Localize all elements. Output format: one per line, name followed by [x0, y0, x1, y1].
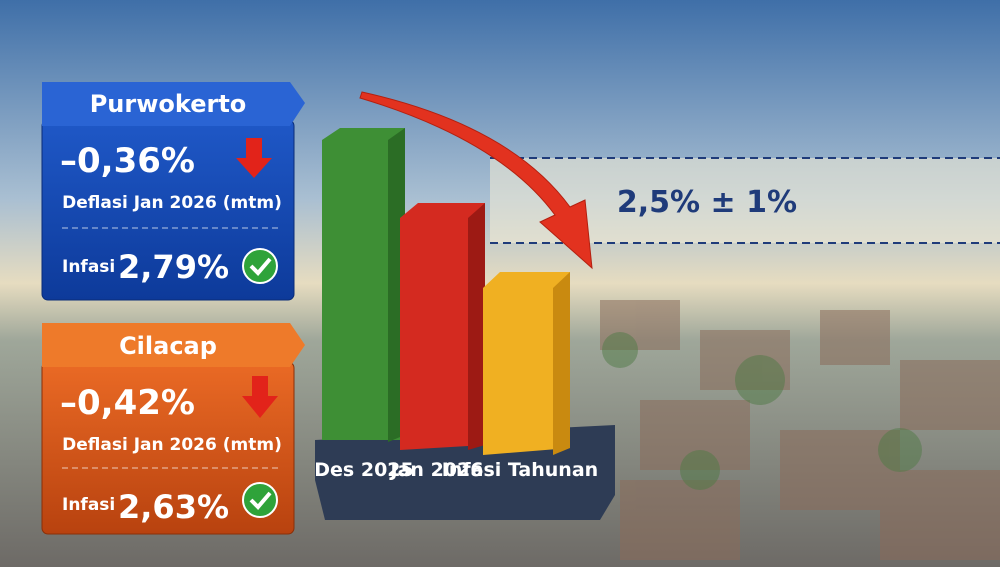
check-mark	[249, 491, 272, 510]
bar	[322, 128, 405, 440]
card-title: Cilacap	[119, 332, 217, 360]
bar-label: Infasi Tahunan	[442, 459, 598, 481]
trend-arrow	[359, 91, 593, 270]
card-title: Purwokerto	[90, 90, 247, 118]
check-mark	[249, 257, 272, 276]
bar-side	[468, 203, 485, 450]
card-change-label: Deflasi Jan 2026 (mtm)	[62, 193, 282, 213]
bar	[400, 203, 485, 450]
city-card: Purwokerto –0,36% Deflasi Jan 2026 (mtm)…	[41, 82, 305, 301]
card-change: –0,36%	[60, 141, 195, 181]
card-change-label: Deflasi Jan 2026 (mtm)	[62, 435, 282, 455]
city-card: Cilacap –0,42% Deflasi Jan 2026 (mtm) In…	[41, 323, 305, 535]
down-icon	[242, 376, 278, 418]
down-icon	[236, 138, 272, 178]
houses	[600, 300, 1000, 560]
card-change: –0,42%	[60, 383, 195, 423]
bar-label: Des 2025	[314, 459, 413, 481]
inflation-value: 2,63%	[118, 488, 229, 526]
inflation-label: Infasi	[62, 495, 115, 515]
inflation-value: 2,79%	[118, 248, 229, 286]
target-label: 2,5% ± 1%	[617, 185, 797, 220]
bar-side	[553, 272, 570, 455]
bars	[322, 128, 570, 455]
check-icon	[242, 248, 278, 284]
inflation-label: Infasi	[62, 257, 115, 277]
check-icon	[242, 482, 278, 518]
trees	[602, 332, 922, 490]
bar	[483, 272, 570, 455]
card-header	[42, 82, 305, 126]
bar-label: Jan 2026	[389, 459, 484, 481]
card-header	[42, 323, 305, 367]
